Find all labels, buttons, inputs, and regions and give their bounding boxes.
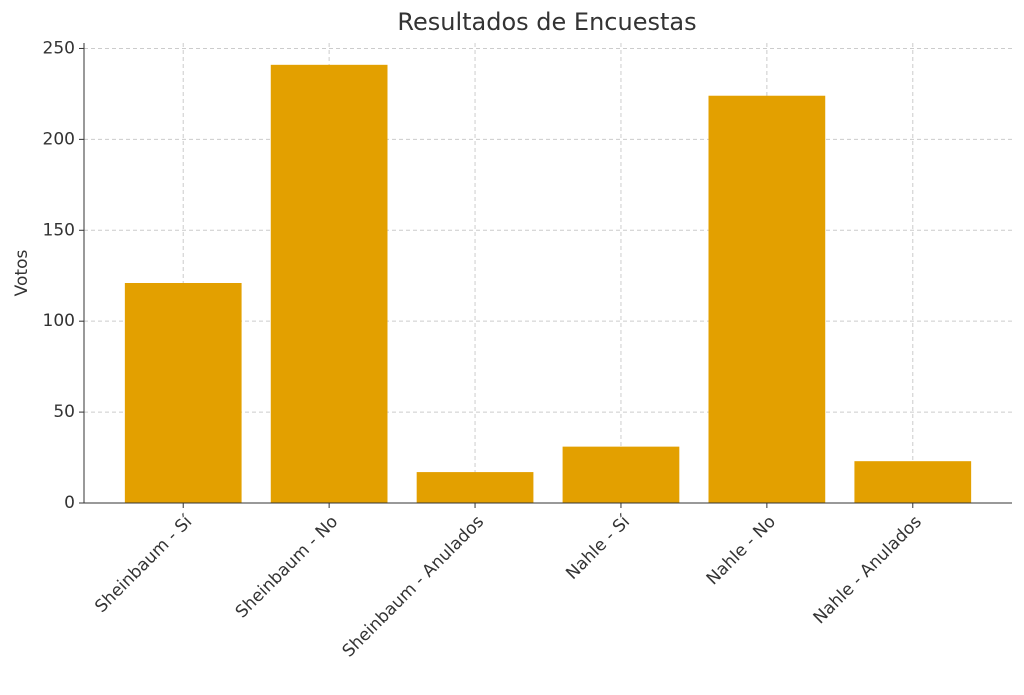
x-tick-label: Sheinbaum - No bbox=[232, 512, 342, 622]
y-tick-label: 100 bbox=[43, 311, 75, 331]
bar bbox=[854, 461, 972, 503]
x-tick-label: Nahle - Sí bbox=[562, 511, 635, 584]
y-tick-label: 250 bbox=[43, 38, 75, 58]
y-tick-label: 150 bbox=[43, 220, 75, 240]
bar bbox=[708, 95, 826, 504]
y-axis-label: Votos bbox=[12, 250, 32, 297]
bar bbox=[270, 64, 388, 504]
x-tick-label: Sheinbaum - Sí bbox=[91, 511, 197, 617]
y-tick-label: 200 bbox=[43, 129, 75, 149]
y-tick-label: 50 bbox=[53, 402, 75, 422]
x-tick-label: Sheinbaum - Anulados bbox=[339, 512, 489, 662]
x-tick-label: Nahle - Anulados bbox=[810, 512, 926, 628]
x-tick-label: Nahle - No bbox=[703, 512, 780, 589]
chart-title: Resultados de Encuestas bbox=[397, 8, 696, 36]
y-tick-label: 0 bbox=[64, 493, 75, 513]
bar bbox=[562, 446, 680, 503]
bar bbox=[416, 472, 534, 503]
bar bbox=[124, 283, 242, 503]
